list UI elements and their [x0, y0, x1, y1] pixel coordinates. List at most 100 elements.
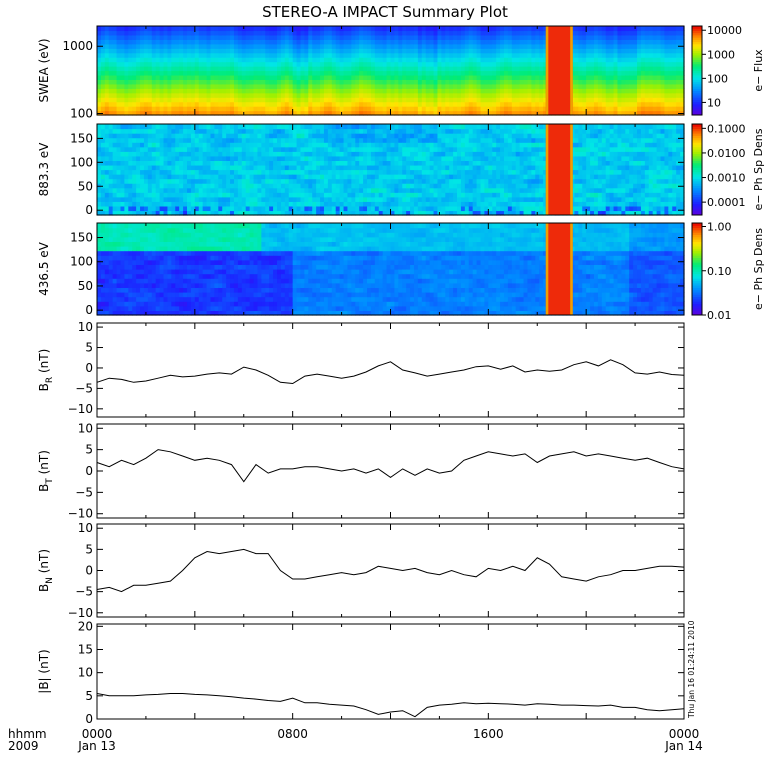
heatmap-cell [449, 61, 454, 67]
heatmap-cell [308, 92, 313, 98]
heatmap-cell [359, 57, 364, 63]
heatmap-cell [120, 201, 125, 207]
heatmap-cell [202, 183, 208, 189]
heatmap-cell [198, 52, 204, 58]
heatmap-cell [175, 151, 180, 157]
heatmap-cell [222, 201, 227, 207]
heatmap-cell [230, 48, 235, 54]
heatmap-cell [171, 178, 176, 184]
heatmap-cell [179, 101, 184, 107]
heatmap-cell [269, 201, 274, 207]
heatmap-cell [382, 178, 388, 184]
heatmap-cell [488, 83, 493, 89]
heatmap-cell [410, 92, 415, 98]
heatmap-cell [253, 174, 259, 180]
heatmap-cell [261, 178, 266, 184]
heatmap-cell [433, 124, 439, 130]
heatmap-cell [116, 155, 122, 161]
heatmap-cell [503, 43, 509, 49]
heatmap-cell [265, 74, 270, 80]
heatmap-cell [343, 183, 349, 189]
heatmap-cell [245, 34, 251, 40]
heatmap-cell [140, 192, 145, 198]
heatmap-cell [343, 57, 349, 63]
heatmap-cell [386, 174, 392, 180]
heatmap-cell [233, 79, 239, 85]
heatmap-cell [233, 201, 239, 207]
heatmap-cell [143, 30, 149, 36]
heatmap-cell [257, 187, 262, 193]
heatmap-cell [261, 110, 266, 116]
heatmap-cell [457, 124, 462, 130]
heatmap-cell [132, 155, 137, 161]
heatmap-cell [488, 26, 493, 32]
heatmap-cell [136, 26, 141, 32]
heatmap-cell [308, 201, 313, 207]
heatmap-cell [441, 133, 446, 139]
heatmap-cell [233, 151, 239, 157]
heatmap-cell [132, 160, 137, 166]
heatmap-cell [429, 39, 435, 45]
heatmap-cell [468, 66, 474, 72]
heatmap-cell [312, 169, 317, 175]
heatmap-cell [605, 74, 611, 80]
colorbar-step [692, 112, 702, 116]
heatmap-cell [112, 97, 118, 103]
heatmap-cell [437, 164, 442, 171]
heatmap-cell [363, 52, 368, 58]
heatmap-cell [421, 66, 427, 72]
heatmap-cell [339, 151, 345, 157]
heatmap-cell [179, 192, 184, 198]
heatmap-cell [132, 74, 137, 80]
heatmap-cell [257, 201, 262, 207]
heatmap-cell [124, 52, 129, 58]
heatmap-cell [507, 106, 513, 112]
heatmap-cell [382, 34, 388, 40]
heatmap-cell [406, 92, 411, 98]
heatmap-cell [370, 26, 376, 32]
heatmap-cell [300, 106, 305, 112]
heatmap-cell [523, 110, 529, 116]
heatmap-cell [413, 83, 419, 89]
heatmap-cell [323, 66, 329, 72]
heatmap-cell [320, 146, 325, 152]
heatmap-cell [304, 155, 309, 161]
heatmap-cell [633, 52, 638, 58]
heatmap-cell [327, 210, 333, 216]
heatmap-cell [398, 183, 403, 189]
heatmap-cell [292, 210, 298, 216]
heatmap-cell [367, 205, 372, 212]
heatmap-cell [155, 61, 161, 67]
heatmap-cell [625, 110, 630, 116]
heatmap-cell [633, 30, 638, 36]
heatmap-cell [253, 124, 259, 130]
heatmap-cell [163, 133, 169, 139]
heatmap-cell [676, 83, 681, 89]
heatmap-cell [363, 164, 368, 171]
heatmap-cell [367, 34, 372, 40]
heatmap-cell [386, 155, 392, 161]
heatmap-cell [124, 101, 129, 107]
heatmap-cell [253, 164, 259, 171]
heatmap-cell [429, 88, 435, 94]
heatmap-cell [680, 52, 685, 58]
heatmap-cell [296, 201, 302, 207]
heatmap-cell [343, 151, 349, 157]
heatmap-cell [136, 210, 141, 216]
heatmap-cell [261, 210, 266, 216]
heatmap-cell [590, 34, 595, 40]
heatmap-cell [237, 160, 243, 166]
heatmap-cell [370, 70, 376, 76]
heatmap-cell [280, 133, 286, 139]
heatmap-cell [449, 106, 454, 112]
heatmap-cell [605, 52, 611, 58]
heatmap-cell [672, 101, 677, 107]
heatmap-cell [296, 88, 302, 94]
heatmap-cell [202, 178, 208, 184]
heatmap-cell [343, 48, 349, 54]
heatmap-cell [676, 66, 681, 72]
heatmap-cell [644, 110, 650, 116]
heatmap-cell [202, 169, 208, 175]
heatmap-cell [296, 160, 302, 166]
heatmap-cell [187, 187, 192, 193]
